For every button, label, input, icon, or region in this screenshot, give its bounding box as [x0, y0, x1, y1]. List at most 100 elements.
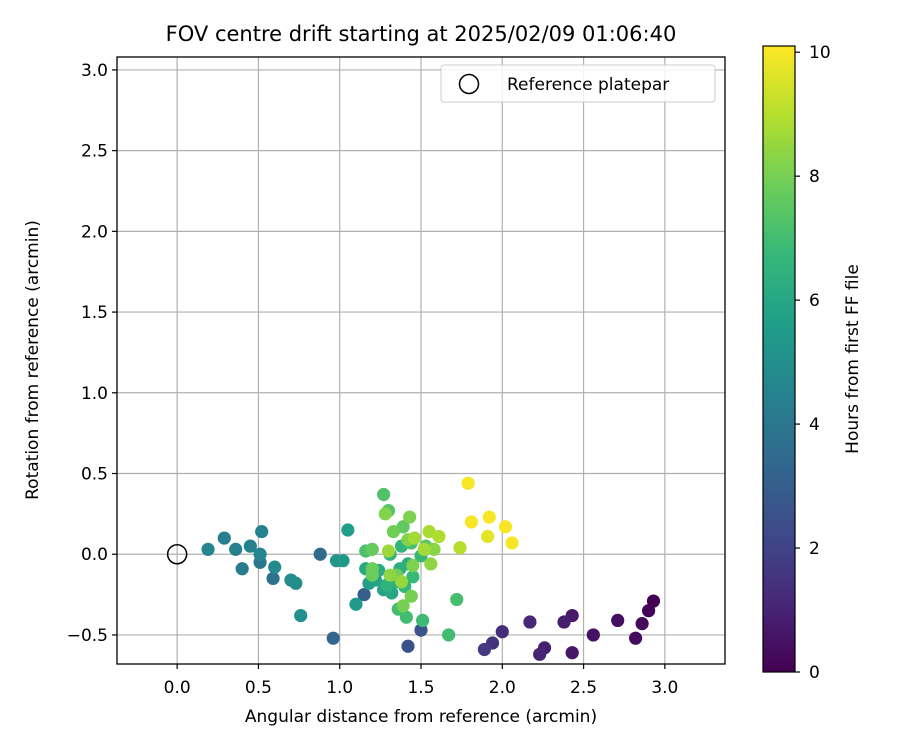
data-point [498, 520, 513, 534]
x-tick-label: 0.5 [245, 678, 272, 698]
data-point [365, 542, 379, 556]
data-point [386, 525, 400, 539]
data-point [495, 625, 509, 639]
colorbar-tick-label: 6 [809, 291, 820, 311]
x-axis-label: Angular distance from reference (arcmin) [245, 707, 597, 727]
data-point [406, 570, 420, 584]
data-point [407, 531, 422, 545]
data-point [357, 587, 371, 602]
data-point [266, 571, 280, 586]
y-tick-label: 0.5 [81, 465, 108, 485]
data-point [394, 575, 409, 589]
data-point [399, 610, 413, 624]
colorbar-frame [762, 45, 796, 673]
data-point [235, 562, 249, 576]
data-point [635, 617, 649, 631]
data-point [349, 597, 363, 611]
y-axis-ticks: −0.5 0.0 0.5 1.0 1.5 2.0 2.5 3.0 [67, 61, 117, 646]
data-point [586, 628, 600, 642]
x-axis-ticks: 0.0 0.5 1.0 1.5 2.0 2.5 3.0 [164, 664, 678, 698]
data-points [201, 476, 661, 661]
data-point [377, 487, 391, 502]
colorbar-label: Hours from first FF file [843, 264, 863, 454]
data-point [406, 558, 420, 573]
y-tick-label: 2.0 [81, 222, 108, 242]
data-point [523, 615, 537, 629]
x-tick-label: 0.0 [164, 678, 191, 698]
data-point [461, 476, 475, 490]
colorbar: 0 2 4 6 8 10 Hours from first FF file [762, 43, 863, 683]
data-point [416, 613, 430, 628]
grid-layer [117, 57, 725, 664]
x-tick-label: 1.0 [326, 678, 353, 698]
y-tick-label: 1.0 [81, 384, 108, 404]
colorbar-tick-label: 2 [809, 539, 820, 559]
data-point [255, 525, 269, 539]
reference-platepar-point [166, 543, 188, 565]
data-point [533, 647, 547, 661]
reference-marker-icon [458, 73, 480, 95]
data-point [289, 576, 303, 590]
colorbar-tick-label: 8 [809, 167, 820, 187]
data-point [424, 557, 438, 571]
x-tick-label: 3.0 [651, 678, 678, 698]
data-point [401, 639, 415, 653]
legend-entry-label: Reference platepar [507, 75, 669, 95]
colorbar-tick-label: 0 [809, 663, 820, 683]
colorbar-ticks: 0 2 4 6 8 10 [795, 43, 831, 683]
data-point [557, 615, 571, 629]
x-tick-label: 1.5 [407, 678, 434, 698]
legend-box [440, 64, 716, 103]
data-point [464, 515, 478, 529]
data-point [482, 510, 496, 524]
plot-area: 0.0 0.5 1.0 1.5 2.0 2.5 3.0 −0.5 0.0 0.5 1.0 1.5 2.… [67, 56, 726, 698]
data-point [477, 642, 492, 657]
colorbar-tick-label: 10 [809, 43, 831, 63]
legend: Reference platepar [440, 64, 716, 103]
data-point [268, 560, 282, 574]
data-point [442, 628, 456, 642]
data-point [381, 544, 396, 558]
y-tick-label: 3.0 [81, 61, 108, 81]
data-point [628, 631, 643, 645]
y-tick-label: 0.0 [81, 545, 108, 565]
data-point [365, 568, 379, 582]
data-point [432, 529, 446, 544]
data-point [414, 623, 428, 637]
data-point [611, 613, 625, 628]
chart-title: FOV centre drift starting at 2025/02/09 … [166, 22, 677, 46]
x-tick-label: 2.5 [570, 678, 597, 698]
data-point [326, 631, 340, 645]
colorbar-gradient [763, 46, 795, 672]
data-point [427, 542, 441, 556]
data-point [403, 510, 417, 524]
data-point [294, 608, 308, 623]
x-tick-label: 2.0 [489, 678, 516, 698]
data-point [229, 542, 243, 556]
data-point [505, 536, 519, 550]
data-point [243, 539, 257, 553]
data-point [383, 568, 397, 582]
data-point [253, 547, 267, 561]
data-point [201, 542, 215, 556]
reference-layer [166, 543, 188, 565]
y-axis-label: Rotation from reference (arcmin) [23, 220, 43, 500]
data-point [450, 592, 464, 607]
data-point [481, 529, 495, 544]
data-point [217, 531, 231, 545]
y-tick-label: −0.5 [67, 626, 108, 646]
data-point [336, 554, 350, 568]
y-tick-label: 2.5 [81, 142, 108, 162]
data-point [453, 541, 467, 555]
data-point [417, 542, 431, 556]
data-point [565, 646, 579, 660]
data-point [404, 589, 418, 603]
data-point [422, 525, 436, 539]
colorbar-tick-label: 4 [809, 415, 820, 435]
data-point [313, 547, 327, 561]
data-point [341, 523, 355, 537]
data-point [378, 507, 392, 521]
data-point [396, 599, 410, 613]
